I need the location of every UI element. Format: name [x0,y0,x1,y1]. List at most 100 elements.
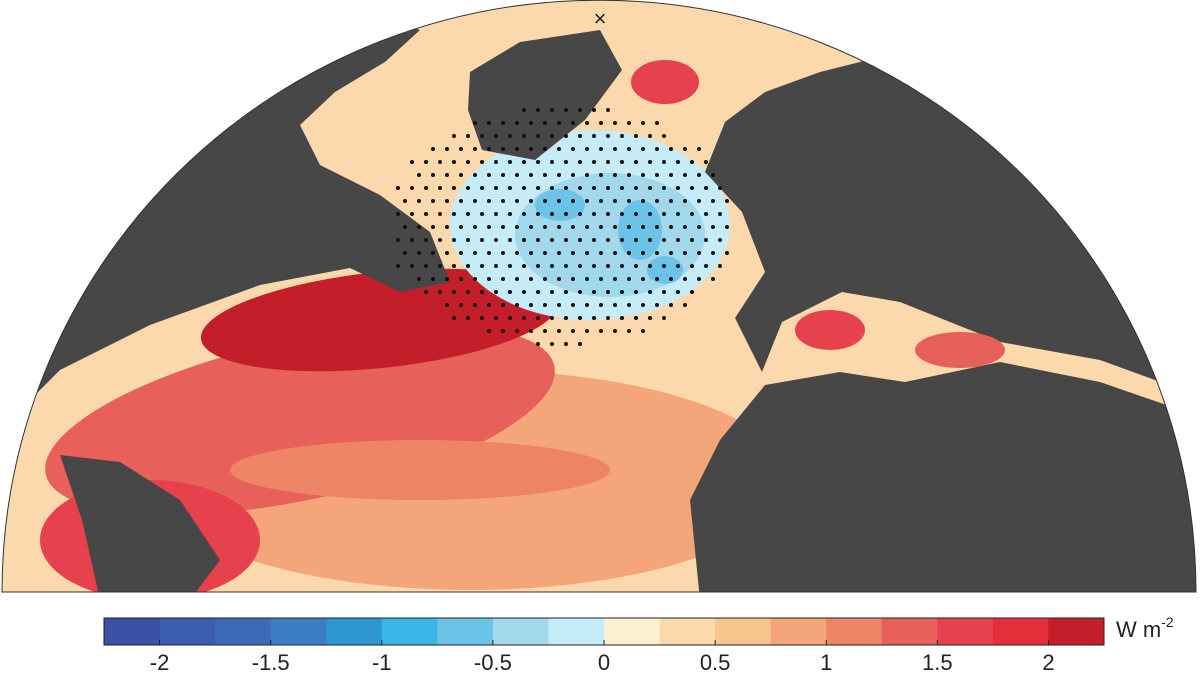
stipple-dot [515,225,519,229]
stipple-dot [508,316,512,320]
stipple-dot [536,264,540,268]
stipple-dot [662,264,666,268]
stipple-dot [452,316,456,320]
stipple-dot [571,277,575,281]
stipple-dot [557,199,561,203]
colorbar-tick-label: 1.5 [922,650,953,675]
stipple-dot [522,316,526,320]
stipple-dot [662,186,666,190]
stipple-dot [620,134,624,138]
stipple-dot [494,238,498,242]
stipple-dot [557,121,561,125]
colorbar-segment [659,618,716,645]
stipple-dot [704,160,708,164]
stipple-dot [522,290,526,294]
stipple-dot [431,173,435,177]
stipple-dot [592,212,596,216]
stipple-dot [473,147,477,151]
stipple-dot [648,186,652,190]
stipple-dot [711,225,715,229]
warm-region [45,324,555,516]
stipple-dot [501,173,505,177]
stipple-dot [529,251,533,255]
stipple-dot [683,277,687,281]
stipple-dot [634,160,638,164]
stipple-dot [578,264,582,268]
stipple-dot [508,212,512,216]
stipple-dot [473,251,477,255]
colorbar-segment [381,618,438,645]
stipple-dot [655,251,659,255]
stipple-dot [599,121,603,125]
stipple-dot [564,342,568,346]
stipple-dot [438,290,442,294]
stipple-dot [557,303,561,307]
stipple-dot [543,121,547,125]
stipple-dot [599,173,603,177]
stipple-dot [613,199,617,203]
stipple-dot [634,264,638,268]
stipple-dot [571,121,575,125]
colorbar-tick-label: -1 [372,650,392,675]
stipple-dot [480,186,484,190]
stipple-dot [655,277,659,281]
stipple-dot [452,134,456,138]
stipple-dot [550,160,554,164]
stipple-dot [438,212,442,216]
stipple-dot [669,303,673,307]
stipple-dot [669,147,673,151]
stipple-dot [725,251,729,255]
stipple-dot [480,316,484,320]
stipple-dot [641,329,645,333]
stipple-dot [662,134,666,138]
stipple-dot [515,173,519,177]
stipple-dot [690,264,694,268]
colorbar-segment [492,618,549,645]
stipple-dot [613,225,617,229]
stipple-dot [431,225,435,229]
stipple-dot [487,277,491,281]
stipple-dot [662,290,666,294]
stipple-dot [613,251,617,255]
stipple-dot [578,316,582,320]
stipple-dot [655,303,659,307]
stipple-dot [676,160,680,164]
stipple-dot [508,264,512,268]
stipple-dot [529,277,533,281]
stipple-dot [424,186,428,190]
pole-marker: × [594,6,607,31]
stipple-dot [648,238,652,242]
stipple-dot [627,251,631,255]
stipple-dot [592,108,596,112]
stipple-dot [410,160,414,164]
stipple-dot [515,303,519,307]
stipple-dot [501,277,505,281]
stipple-dot [606,108,610,112]
stipple-dot [564,108,568,112]
stipple-dot [578,238,582,242]
stipple-dot [473,225,477,229]
stipple-dot [473,121,477,125]
stipple-dot [557,277,561,281]
stipple-dot [655,173,659,177]
stipple-dot [655,199,659,203]
stipple-dot [543,173,547,177]
stipple-dot [543,303,547,307]
stipple-dot [620,264,624,268]
stipple-dot [424,238,428,242]
stipple-dot [641,225,645,229]
colorbar-tick-label: 0 [598,650,610,675]
stipple-dot [683,147,687,151]
stipple-dot [564,160,568,164]
stipple-dot [536,186,540,190]
stipple-dot [417,251,421,255]
stipple-dot [466,316,470,320]
stipple-dot [655,147,659,151]
colorbar-segment [881,618,938,645]
stipple-dot [648,316,652,320]
stipple-dot [606,264,610,268]
stipple-dot [592,238,596,242]
stipple-dot [683,199,687,203]
stipple-dot [669,251,673,255]
stipple-dot [627,277,631,281]
